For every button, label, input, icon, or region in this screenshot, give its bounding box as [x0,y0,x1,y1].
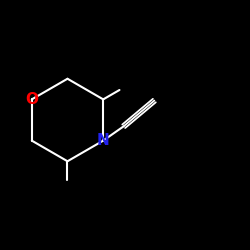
Text: N: N [97,133,110,148]
Text: O: O [25,92,38,107]
